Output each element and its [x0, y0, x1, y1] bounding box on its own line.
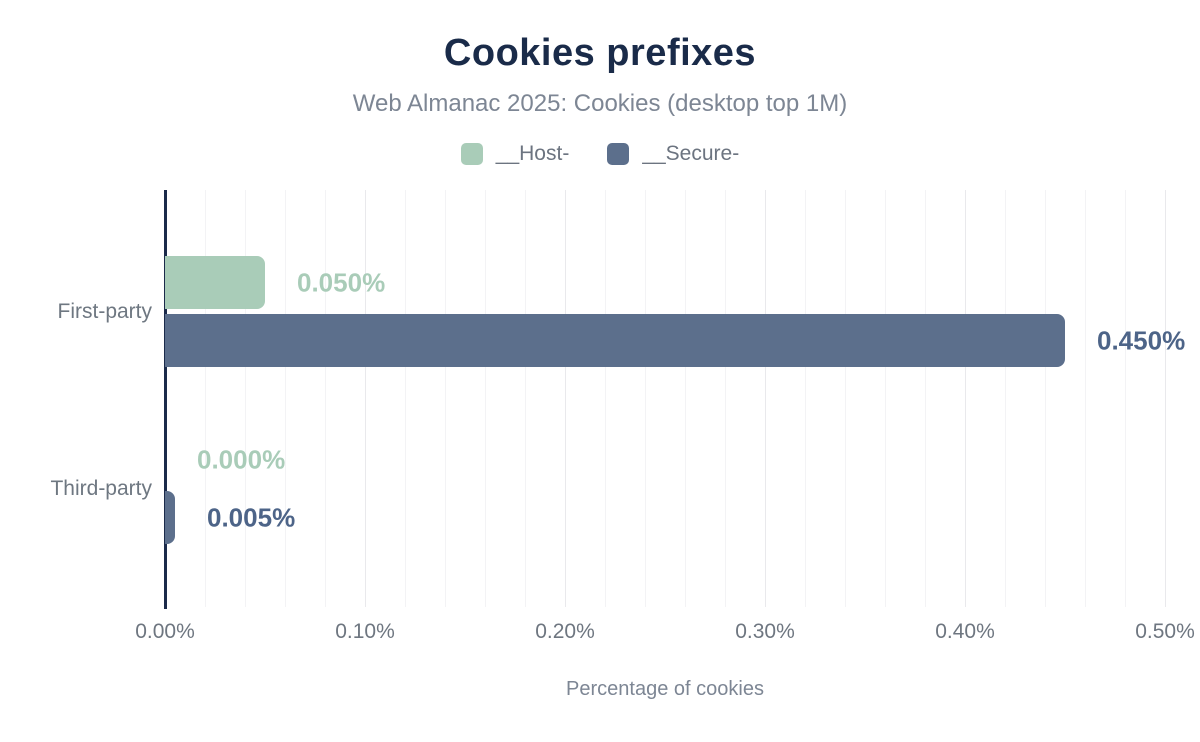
- gridline-minor: [685, 190, 686, 607]
- bar-value-label: 0.000%: [197, 444, 286, 474]
- x-tick-label: 0.40%: [935, 620, 995, 643]
- x-tick-label: 0.00%: [135, 620, 195, 643]
- x-tick-label: 0.10%: [335, 620, 395, 643]
- gridline-minor: [1085, 190, 1086, 607]
- legend-swatch-icon: [460, 143, 483, 165]
- gridline-minor: [605, 190, 606, 607]
- gridline-minor: [405, 190, 406, 607]
- gridline-major: [765, 190, 766, 607]
- plot-wrap: 0.050% 0.000% 0.450% 0.005% Percentage of c…: [0, 190, 1200, 742]
- gridline-major: [965, 190, 966, 607]
- bar-value-label: 0.450%: [1097, 325, 1186, 355]
- bar-first-party-series-1[interactable]: [165, 314, 1065, 367]
- x-axis-label: Percentage of cookies: [566, 678, 764, 700]
- gridline-minor: [645, 190, 646, 607]
- bar-third-party-series-1[interactable]: [165, 491, 175, 544]
- y-axis-line: [164, 190, 167, 609]
- x-tick-label: 0.20%: [535, 620, 595, 643]
- gridline-minor: [1125, 190, 1126, 607]
- gridline-minor: [245, 190, 246, 607]
- x-tick-label: 0.30%: [735, 620, 795, 643]
- legend-item-label: __Secure-: [642, 142, 740, 165]
- gridline-minor: [845, 190, 846, 607]
- gridline-minor: [1045, 190, 1046, 607]
- gridline-minor: [725, 190, 726, 607]
- gridline-minor: [805, 190, 806, 607]
- legend-item-secure[interactable]: __Secure-: [607, 142, 739, 166]
- bar-value-label: 0.050%: [297, 267, 386, 297]
- x-tick-label: 0.50%: [1135, 620, 1195, 643]
- legend: __Host- __Secure-: [0, 142, 1200, 166]
- chart-title: Cookies prefixes: [443, 32, 757, 74]
- plot-area: 0.050% 0.000% 0.450% 0.005%: [164, 190, 1186, 609]
- chart-subtitle: Web Almanac 2025: Cookies (desktop top 1…: [352, 90, 848, 117]
- legend-item-host[interactable]: __Host-: [460, 142, 570, 166]
- gridline-minor: [925, 190, 926, 607]
- gridline-minor: [205, 190, 206, 607]
- gridline-major: [565, 190, 566, 607]
- gridline-minor: [1005, 190, 1006, 607]
- gridline-minor: [285, 190, 286, 607]
- gridline-major: [365, 190, 366, 607]
- gridline-minor: [325, 190, 326, 607]
- gridline-minor: [525, 190, 526, 607]
- legend-swatch-icon: [607, 143, 630, 165]
- gridline-minor: [445, 190, 446, 607]
- bar-value-label: 0.005%: [207, 502, 296, 532]
- gridline-minor: [885, 190, 886, 607]
- legend-item-label: __Host-: [495, 142, 570, 165]
- category-label-first-party: First-party: [57, 299, 153, 323]
- gridline-major: [1165, 190, 1166, 607]
- bar-first-party-series-0[interactable]: [165, 256, 265, 309]
- category-label-third-party: Third-party: [50, 476, 152, 500]
- gridline-minor: [485, 190, 486, 607]
